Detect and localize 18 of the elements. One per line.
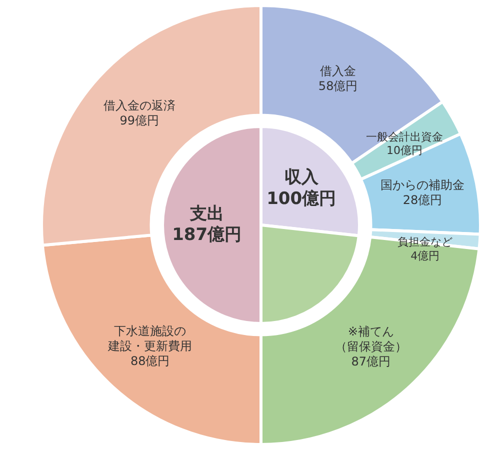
data-label: 28億円 <box>402 193 442 208</box>
slice-label: 借入金 <box>320 64 356 78</box>
slice-label: 一般会計出資金 <box>366 130 443 144</box>
data-label: 87億円 <box>351 354 391 369</box>
slice-label: 支出 <box>188 204 224 224</box>
data-label: 187億円 <box>172 225 242 246</box>
slice-label: 国からの補助金 <box>380 178 465 192</box>
slice-label: 収入 <box>284 168 320 188</box>
slice-label: ※補てん（留保資金） <box>334 324 407 354</box>
slice-label: 借入金の返済 <box>103 98 176 113</box>
slice-label: 下水道施設の建設・更新費用 <box>107 324 192 353</box>
slice-label: 負担金など <box>398 236 453 249</box>
data-label: 4億円 <box>410 249 440 262</box>
data-label: 100億円 <box>266 188 336 209</box>
data-label: 58億円 <box>318 79 358 94</box>
data-label: 99億円 <box>120 114 159 128</box>
data-label: 88億円 <box>130 354 170 368</box>
data-label: 10億円 <box>386 144 422 158</box>
